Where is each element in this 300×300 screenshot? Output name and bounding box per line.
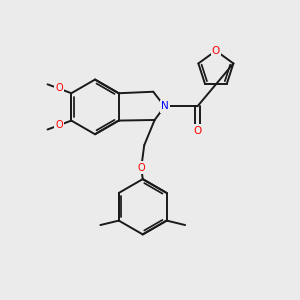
Text: O: O xyxy=(55,120,63,130)
Text: O: O xyxy=(137,163,145,172)
Text: O: O xyxy=(55,83,63,94)
Text: O: O xyxy=(193,126,202,136)
Text: O: O xyxy=(55,120,63,130)
Text: N: N xyxy=(161,101,169,111)
Text: O: O xyxy=(193,126,202,136)
Text: O: O xyxy=(137,163,145,172)
Text: O: O xyxy=(212,46,220,56)
Text: N: N xyxy=(161,101,169,111)
Text: O: O xyxy=(212,46,220,56)
Text: O: O xyxy=(55,83,63,94)
